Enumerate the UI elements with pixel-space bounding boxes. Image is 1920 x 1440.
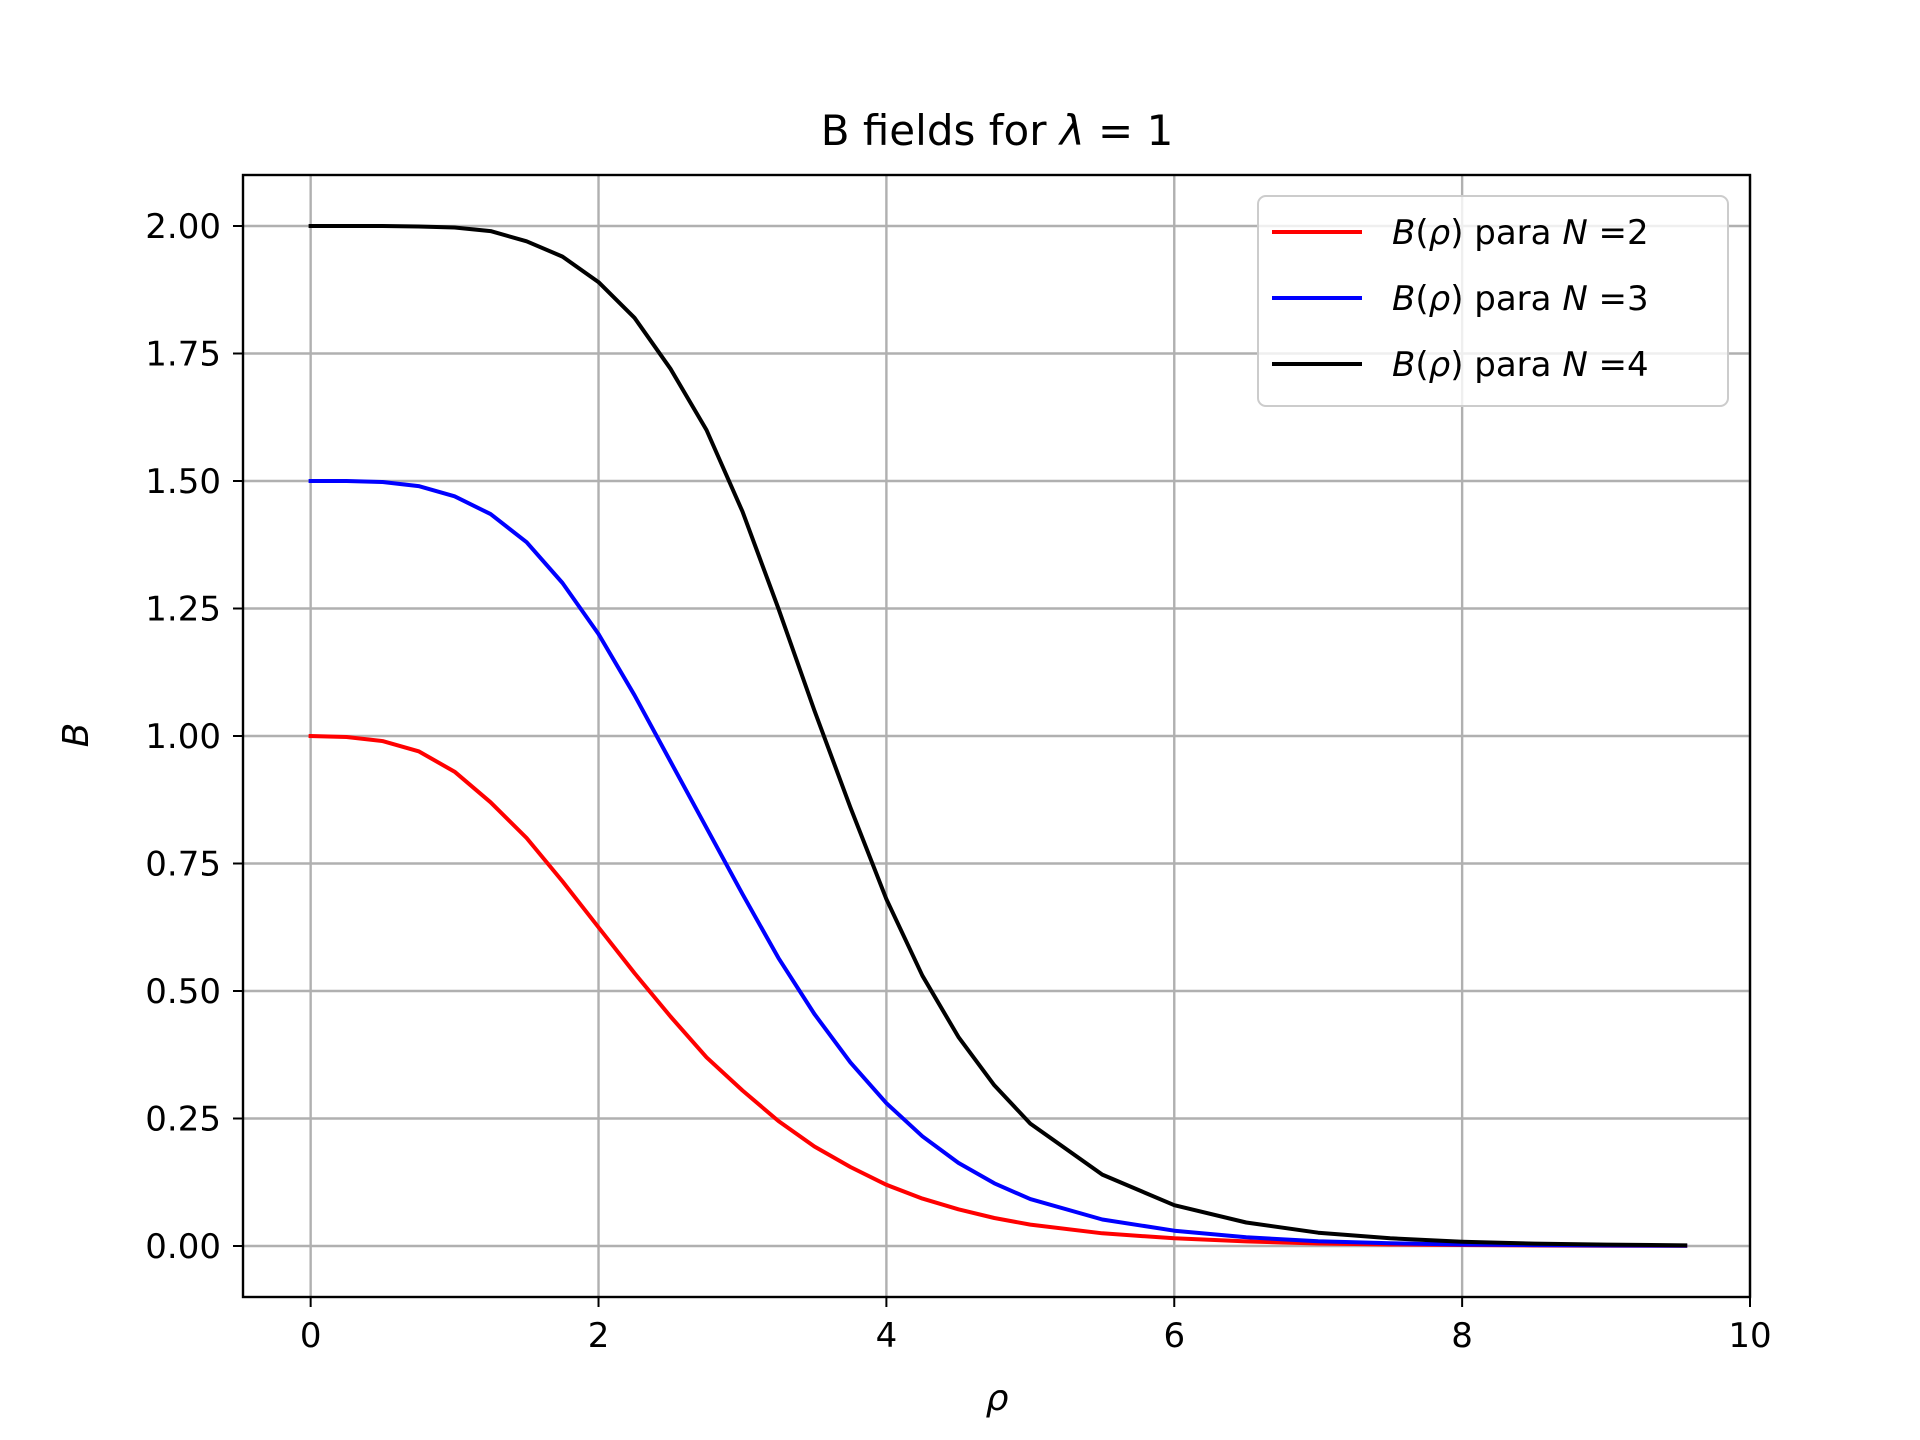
y-tick-label: 2.00 [145, 207, 221, 247]
y-axis-label: B [56, 723, 97, 748]
series-line-1 [308, 733, 1688, 1248]
y-tick-label: 1.00 [145, 717, 221, 757]
y-tick-label: 1.75 [145, 335, 221, 375]
y-tick-label: 0.25 [145, 1100, 221, 1140]
legend-label: B(ρ) para N =3 [1392, 279, 1649, 319]
x-tick-label: 0 [300, 1316, 322, 1356]
y-tick-label: 1.50 [145, 462, 221, 502]
legend: B(ρ) para N =2 B(ρ) para N =3 B(ρ) para N … [1257, 195, 1729, 407]
legend-label: B(ρ) para N =2 [1392, 213, 1649, 253]
series-line-3 [308, 224, 1688, 1248]
plot-series [308, 224, 1688, 1248]
x-tick-label: 8 [1451, 1316, 1473, 1356]
legend-box [1257, 195, 1729, 407]
y-tick-label: 0.50 [145, 972, 221, 1012]
chart-title: B fields for λ = 1 [821, 106, 1174, 155]
x-tick-label: 2 [588, 1316, 610, 1356]
series-line-2 [308, 479, 1688, 1248]
x-tick-label: 10 [1728, 1316, 1771, 1356]
y-tick-label: 1.25 [145, 590, 221, 630]
y-tick-label: 0.00 [145, 1227, 221, 1267]
axis-ticks: 0 2 4 6 8 10 0.00 0.25 0.50 0.75 1.00 1.25 1.50 1.75 2… [145, 207, 1771, 1356]
x-axis-label: ρ [986, 1378, 1009, 1419]
legend-label: B(ρ) para N =4 [1392, 345, 1649, 385]
x-tick-label: 4 [876, 1316, 898, 1356]
x-tick-label: 6 [1163, 1316, 1185, 1356]
y-tick-label: 0.75 [145, 845, 221, 885]
